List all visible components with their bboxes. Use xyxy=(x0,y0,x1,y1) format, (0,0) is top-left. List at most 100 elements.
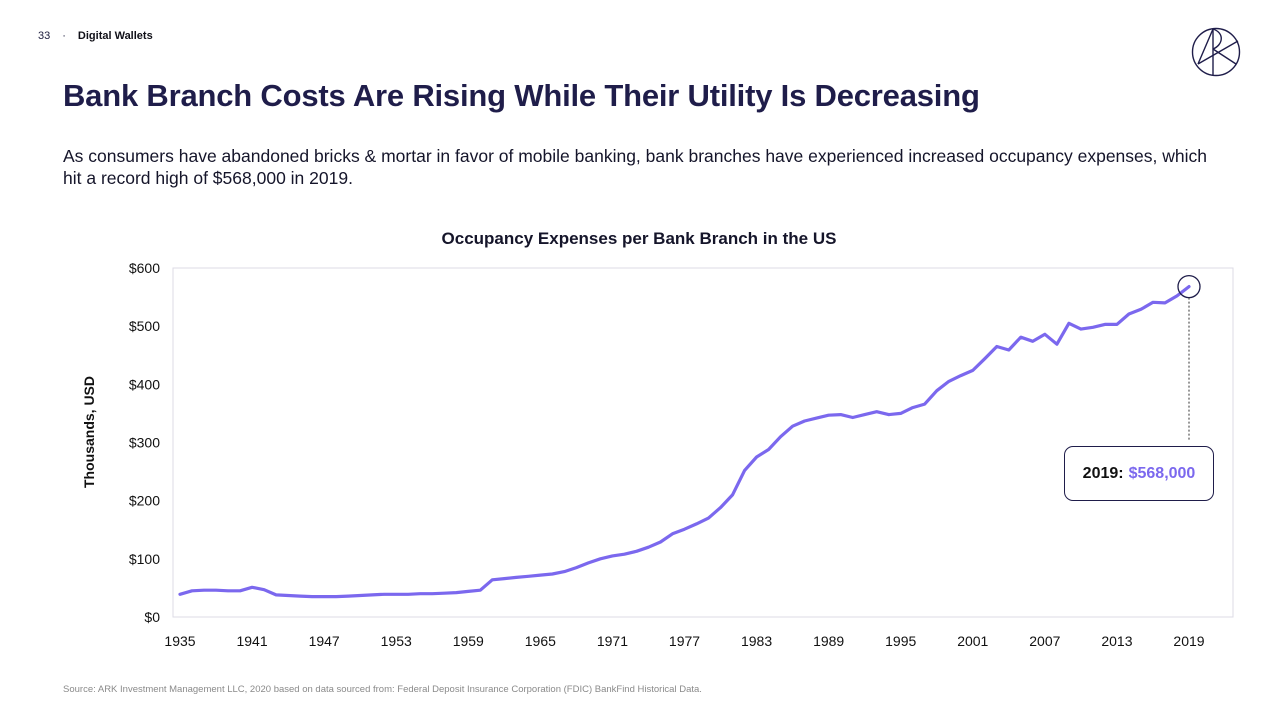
data-point xyxy=(611,554,614,558)
data-point xyxy=(395,593,398,596)
x-tick-label: 2019 xyxy=(1173,633,1204,649)
series-line xyxy=(178,285,1191,599)
data-point xyxy=(659,540,662,544)
data-point xyxy=(202,589,206,592)
data-point xyxy=(310,595,314,598)
data-point xyxy=(995,345,999,348)
data-point xyxy=(671,532,674,536)
x-axis-ticks: 1935 1941 1947 1953 1959 1965 1971 1977 1983 1989… xyxy=(164,633,1204,649)
data-point xyxy=(851,416,854,419)
data-point xyxy=(923,402,926,406)
ark-logo-icon xyxy=(1191,27,1241,77)
data-point xyxy=(286,594,290,597)
data-point xyxy=(1175,294,1179,298)
data-point xyxy=(383,593,386,596)
data-point xyxy=(719,506,722,509)
plot-area xyxy=(172,267,1234,618)
data-point xyxy=(467,590,470,593)
data-point xyxy=(431,592,434,595)
data-point xyxy=(767,448,770,451)
data-point xyxy=(803,419,806,423)
data-point xyxy=(503,577,506,580)
x-tick-label: 1941 xyxy=(236,633,267,649)
source-note: Source: ARK Investment Management LLC, 2… xyxy=(63,684,702,695)
data-point xyxy=(959,374,962,377)
y-tick-label: $0 xyxy=(144,609,160,625)
x-tick-label: 1935 xyxy=(164,633,195,649)
header-separator: · xyxy=(62,30,66,42)
data-point xyxy=(262,588,266,591)
data-point xyxy=(274,593,278,597)
data-point xyxy=(322,595,326,598)
data-point xyxy=(1187,285,1191,288)
y-tick-label: $300 xyxy=(129,435,160,451)
data-point xyxy=(623,552,626,556)
data-point xyxy=(755,455,758,459)
x-tick-label: 1983 xyxy=(741,633,772,649)
y-tick-label: $400 xyxy=(129,376,160,392)
data-point xyxy=(1079,327,1083,331)
data-point xyxy=(419,592,422,595)
data-point xyxy=(947,380,950,383)
data-point xyxy=(527,575,530,578)
data-point xyxy=(515,576,518,579)
data-point xyxy=(827,413,830,417)
data-point xyxy=(1091,326,1095,329)
page-title: Bank Branch Costs Are Rising While Their… xyxy=(63,78,980,113)
data-point xyxy=(911,406,914,409)
y-tick-label: $100 xyxy=(129,551,160,567)
x-tick-label: 2007 xyxy=(1029,633,1060,649)
data-point xyxy=(635,550,638,553)
data-point xyxy=(563,570,566,573)
data-point xyxy=(226,589,230,593)
chart-title: Occupancy Expenses per Bank Branch in th… xyxy=(441,229,837,248)
x-tick-label: 1995 xyxy=(885,633,916,649)
page-number: 33 xyxy=(38,30,51,42)
data-point xyxy=(1019,336,1023,339)
data-point xyxy=(1163,301,1167,305)
data-point xyxy=(407,593,410,596)
data-point xyxy=(551,572,554,576)
x-tick-label: 1971 xyxy=(597,633,628,649)
data-point xyxy=(539,573,542,577)
x-tick-label: 2013 xyxy=(1101,633,1132,649)
data-point xyxy=(1115,323,1119,326)
slide-header: 33 · Digital Wallets xyxy=(38,30,153,42)
data-point xyxy=(875,410,878,413)
data-point xyxy=(358,594,362,597)
y-axis-label: Thousands, USD xyxy=(81,376,97,488)
data-point xyxy=(935,389,938,392)
data-point xyxy=(743,469,746,472)
x-tick-label: 1989 xyxy=(813,633,844,649)
data-point xyxy=(455,591,458,594)
section-title: Digital Wallets xyxy=(77,30,153,42)
y-tick-label: $200 xyxy=(129,493,160,509)
data-point xyxy=(683,527,686,531)
x-tick-label: 1977 xyxy=(669,633,700,649)
data-point xyxy=(298,594,302,598)
x-tick-label: 1953 xyxy=(381,633,412,649)
data-point xyxy=(1127,312,1131,316)
data-point xyxy=(1055,342,1059,346)
data-point xyxy=(899,412,902,415)
data-point xyxy=(587,561,590,565)
data-point xyxy=(1031,340,1035,343)
data-point xyxy=(214,589,218,592)
data-point xyxy=(190,589,194,593)
data-point xyxy=(647,546,650,549)
data-point xyxy=(707,516,710,520)
data-point xyxy=(791,425,794,428)
y-tick-label: $600 xyxy=(129,260,160,276)
data-point xyxy=(1007,348,1011,352)
data-point xyxy=(443,591,446,595)
data-point xyxy=(346,594,350,598)
data-point xyxy=(250,586,254,589)
data-point xyxy=(839,413,842,416)
data-point xyxy=(334,595,338,598)
x-tick-label: 2001 xyxy=(957,633,988,649)
data-point xyxy=(1103,323,1107,326)
data-point xyxy=(779,435,782,438)
x-tick-label: 1959 xyxy=(453,633,484,649)
data-point xyxy=(815,416,818,420)
